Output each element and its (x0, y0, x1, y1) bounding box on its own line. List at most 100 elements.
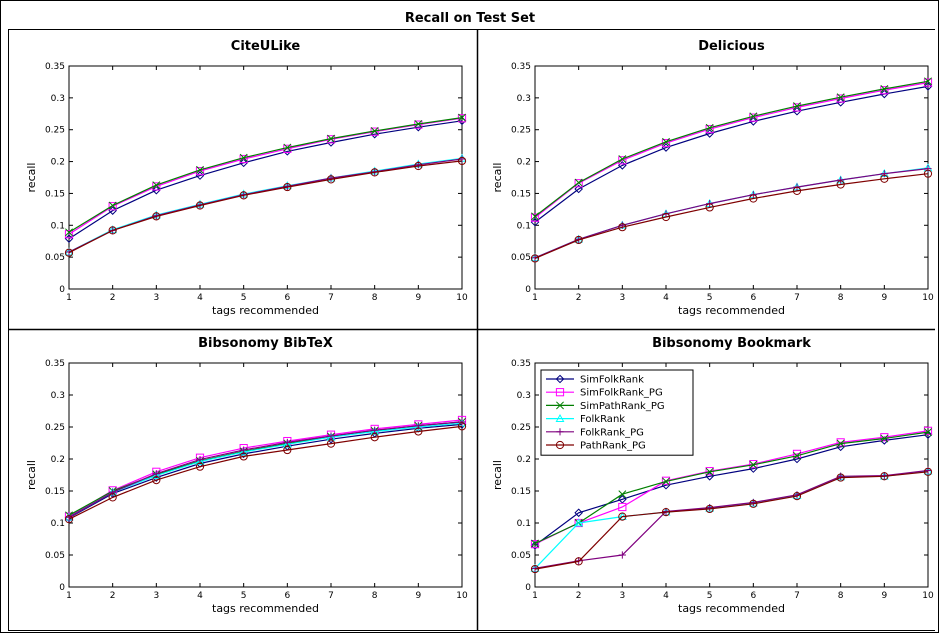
series-line (68, 423, 463, 519)
y-tick-label: 0.15 (511, 487, 531, 497)
data-point (923, 426, 933, 435)
chart-panel: Bibsonomy BibTeX 0 0.05 0.1 0.15 0.2 0.25 0.3 0.… (25, 336, 468, 615)
data-point (574, 179, 583, 188)
legend-entry: FolkRank_PG (546, 427, 644, 438)
x-axis-label: tags recommended (678, 304, 785, 317)
data-point (880, 84, 889, 93)
x-tick-label: 6 (750, 293, 756, 303)
y-axis-label: recall (25, 460, 38, 490)
x-tick-label: 6 (750, 591, 756, 601)
x-tick-label: 3 (619, 293, 625, 303)
legend-marker (555, 388, 565, 397)
data-point (327, 432, 335, 440)
x-tick-label: 10 (922, 293, 934, 303)
legend-label: FolkRank (580, 414, 625, 425)
data-point (370, 168, 379, 177)
data-point (923, 467, 933, 476)
data-point (64, 248, 74, 257)
data-point (326, 439, 336, 448)
data-point (151, 471, 161, 480)
data-point (282, 439, 292, 448)
y-tick-label: 0.25 (511, 423, 531, 433)
data-point (414, 161, 423, 171)
y-tick-label: 0.3 (51, 391, 65, 401)
panel-title: Delicious (698, 39, 765, 54)
legend-marker (555, 440, 565, 450)
data-point (618, 490, 627, 499)
y-tick-label: 0.05 (45, 253, 65, 263)
data-point (749, 112, 758, 121)
x-tick-label: 4 (197, 591, 203, 601)
x-tick-label: 2 (576, 591, 582, 601)
data-point (749, 499, 758, 508)
legend-marker (555, 374, 565, 384)
data-point (530, 254, 540, 263)
data-point (880, 472, 889, 481)
x-tick-label: 8 (372, 591, 378, 601)
y-tick-label: 0.2 (517, 158, 531, 168)
x-tick-label: 3 (153, 591, 159, 601)
data-point (705, 467, 714, 476)
y-tick-label: 0.1 (517, 519, 531, 529)
series-pathrank-pg (530, 169, 933, 263)
data-point (283, 143, 292, 152)
series-line (68, 117, 463, 233)
series-line (534, 430, 929, 545)
data-point (661, 212, 671, 222)
x-tick-label: 10 (456, 591, 468, 601)
x-tick-label: 7 (794, 591, 800, 601)
data-point (239, 153, 248, 162)
legend-entry: SimFolkRank (546, 375, 644, 386)
x-tick-label: 4 (663, 591, 669, 601)
series-simpathrank-pg (65, 113, 466, 237)
y-tick-label: 0.3 (517, 391, 531, 401)
y-tick-label: 0.35 (511, 62, 531, 72)
x-tick-label: 9 (415, 591, 421, 601)
series-pathrank-pg (64, 422, 467, 524)
x-tick-label: 4 (197, 293, 203, 303)
y-tick-label: 0.35 (45, 62, 65, 72)
chart-panel: CiteULike 0 0.05 0.1 0.15 0.2 0.25 0.3 0.35 1 2 3 4 5… (25, 39, 468, 317)
data-point (880, 433, 889, 442)
data-point (457, 422, 467, 431)
x-tick-label: 1 (532, 591, 538, 601)
legend-entry: FolkRank (546, 413, 625, 425)
y-tick-label: 0.25 (45, 126, 65, 136)
data-point (574, 235, 583, 245)
legend-entry: SimPathRank_PG (546, 401, 665, 412)
y-tick-label: 0 (525, 285, 531, 295)
data-point (152, 212, 161, 221)
data-point (836, 473, 845, 482)
x-tick-label: 2 (110, 293, 116, 303)
data-point (574, 178, 583, 187)
data-point (108, 202, 117, 211)
data-point (749, 194, 758, 203)
data-point (836, 180, 845, 189)
data-point (64, 230, 74, 239)
data-point (152, 181, 161, 190)
y-tick-label: 0 (59, 583, 65, 593)
data-point (326, 175, 336, 184)
data-point (793, 451, 801, 460)
data-point (880, 174, 889, 183)
data-point (662, 477, 670, 486)
series-line (68, 419, 463, 518)
x-tick-label: 6 (284, 293, 290, 303)
y-tick-label: 0.2 (517, 455, 531, 465)
data-point (239, 447, 249, 456)
x-tick-label: 5 (241, 591, 247, 601)
legend-marker (556, 428, 564, 436)
plot-area (68, 362, 463, 588)
data-point (457, 156, 467, 166)
x-tick-label: 6 (284, 591, 290, 601)
x-tick-label: 3 (153, 293, 159, 303)
x-tick-label: 10 (922, 591, 934, 601)
y-tick-label: 0 (525, 583, 531, 593)
series-folkrank-pg (65, 418, 466, 521)
data-point (195, 456, 205, 465)
data-point (109, 488, 117, 496)
y-tick-label: 0.15 (511, 189, 531, 199)
data-point (530, 213, 540, 222)
data-point (65, 228, 73, 237)
